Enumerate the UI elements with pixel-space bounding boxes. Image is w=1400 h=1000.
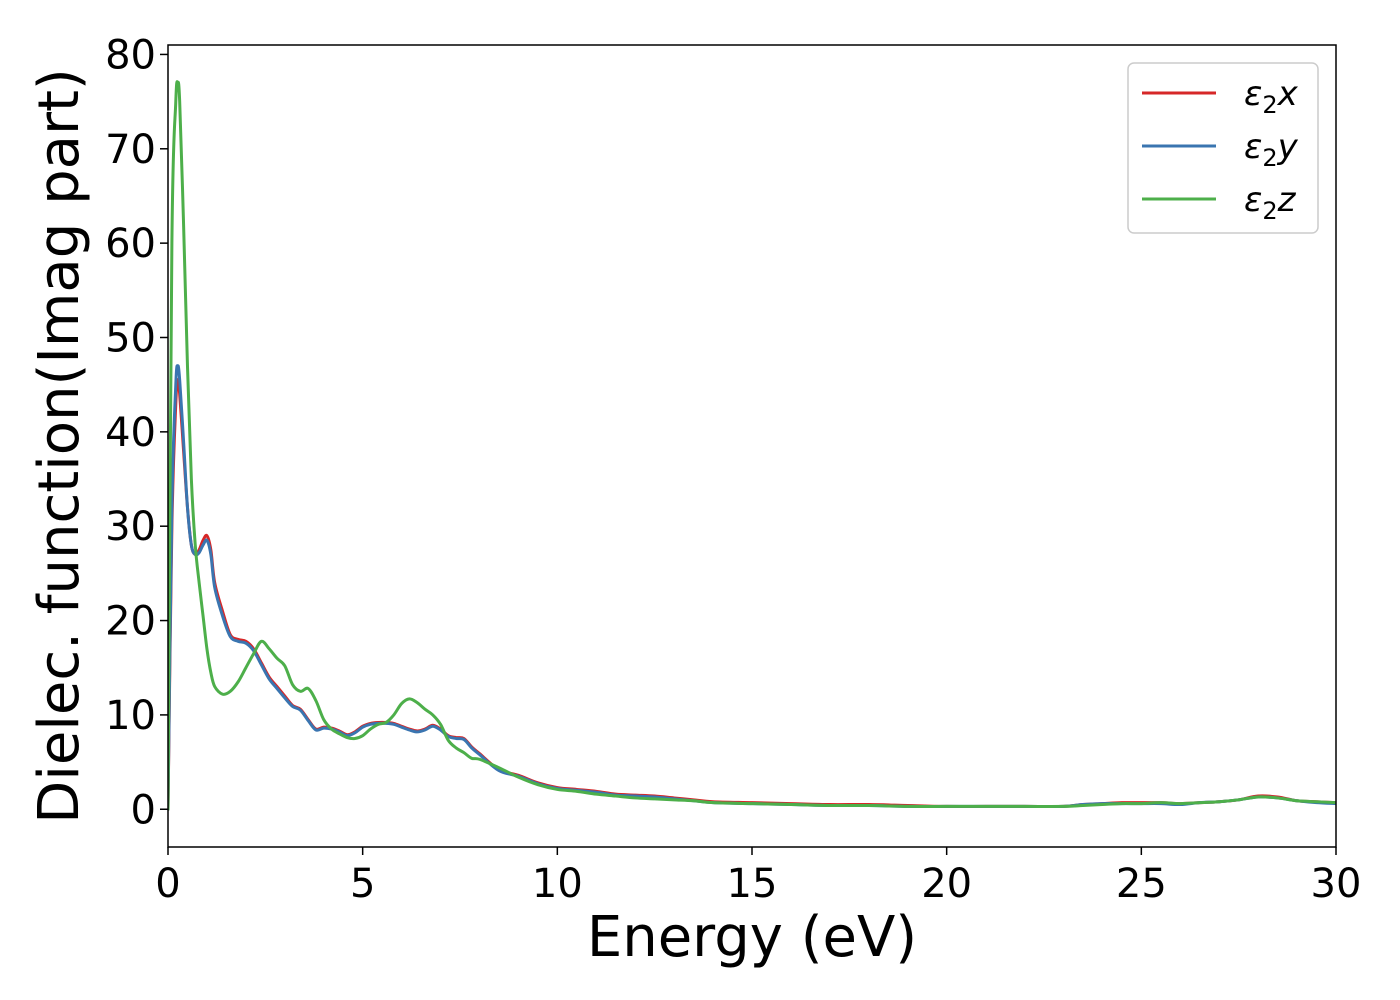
legend: ε2x ε2y ε2z	[1127, 62, 1319, 234]
x-tick-label: 20	[921, 861, 972, 907]
y-tick-label: 80	[105, 32, 156, 78]
y-tick-label: 70	[105, 127, 156, 173]
y-axis: 0 10 20 30 40 50 60 70 80	[105, 32, 168, 833]
x-axis: 0 5 10 15 20 25 30	[155, 847, 1361, 907]
y-axis-title: Dielec. function(Imag part)	[27, 68, 92, 824]
x-tick-label: 30	[1311, 861, 1362, 907]
series-line-z	[168, 80, 1336, 811]
legend-label-y: ε2y	[1244, 127, 1299, 172]
legend-box	[1127, 62, 1319, 234]
legend-label-z: ε2z	[1244, 180, 1297, 225]
y-tick-label: 60	[105, 221, 156, 267]
x-tick-label: 5	[350, 861, 375, 907]
x-tick-label: 10	[532, 861, 583, 907]
x-tick-label: 0	[155, 861, 180, 907]
y-tick-label: 50	[105, 315, 156, 361]
y-tick-label: 0	[131, 787, 156, 833]
x-axis-title: Energy (eV)	[587, 905, 917, 970]
x-tick-label: 25	[1116, 861, 1167, 907]
y-tick-label: 20	[105, 599, 156, 645]
series-layer	[168, 80, 1336, 811]
x-tick-label: 15	[727, 861, 778, 907]
y-tick-label: 10	[105, 693, 156, 739]
y-tick-label: 30	[105, 504, 156, 550]
y-tick-label: 40	[105, 410, 156, 456]
legend-label-x: ε2x	[1244, 74, 1299, 119]
